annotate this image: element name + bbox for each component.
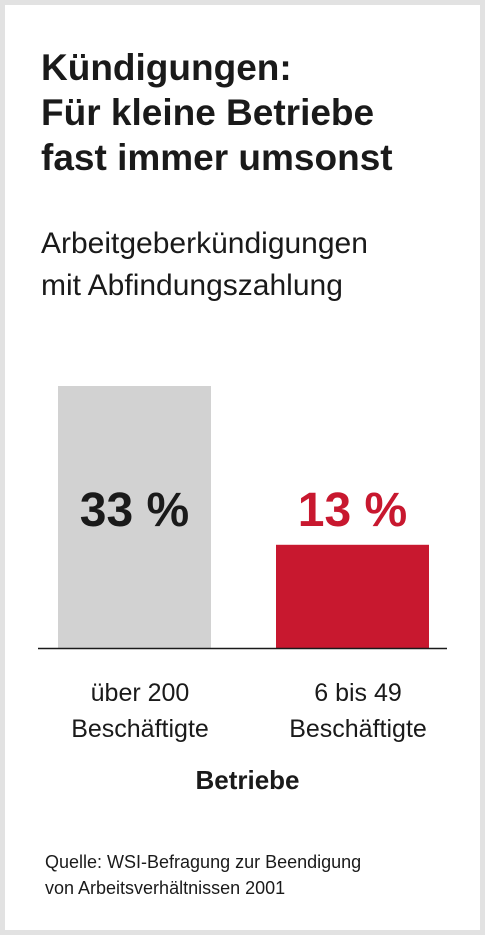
chart-title: Kündigungen: Für kleine Betriebe fast im… [41, 45, 471, 180]
category-label-over-200-line-2: Beschäftigte [71, 715, 209, 743]
category-label-6-to-49: 6 bis 49 Beschäftigte [258, 675, 458, 747]
chart-title-line-1: Kündigungen: [41, 47, 292, 88]
source-note-line-1: Quelle: WSI-Befragung zur Beendigung [45, 852, 362, 872]
chart-title-line-3: fast immer umsonst [41, 137, 393, 178]
value-label-6-to-49: 13 % [298, 484, 407, 537]
chart-subtitle: Arbeitgeberkündigungen mit Abfindungszah… [41, 223, 471, 307]
category-label-over-200: über 200 Beschäftigte [40, 675, 240, 747]
chart-subtitle-line-2: mit Abfindungszahlung [41, 269, 343, 302]
value-label-over-200: 33 % [80, 484, 189, 537]
category-label-6-to-49-line-2: Beschäftigte [289, 715, 427, 743]
bar-6-to-49 [276, 544, 429, 648]
source-note: Quelle: WSI-Befragung zur Beendigung von… [45, 849, 465, 901]
category-label-6-to-49-line-1: 6 bis 49 [314, 679, 402, 707]
source-note-line-2: von Arbeitsverhältnissen 2001 [45, 878, 286, 898]
chart-subtitle-line-1: Arbeitgeberkündigungen [41, 227, 368, 260]
category-label-over-200-line-1: über 200 [90, 679, 190, 707]
bar-over-200 [58, 386, 211, 648]
x-axis-title: Betriebe [195, 765, 300, 795]
chart-title-line-2: Für kleine Betriebe [41, 92, 375, 133]
